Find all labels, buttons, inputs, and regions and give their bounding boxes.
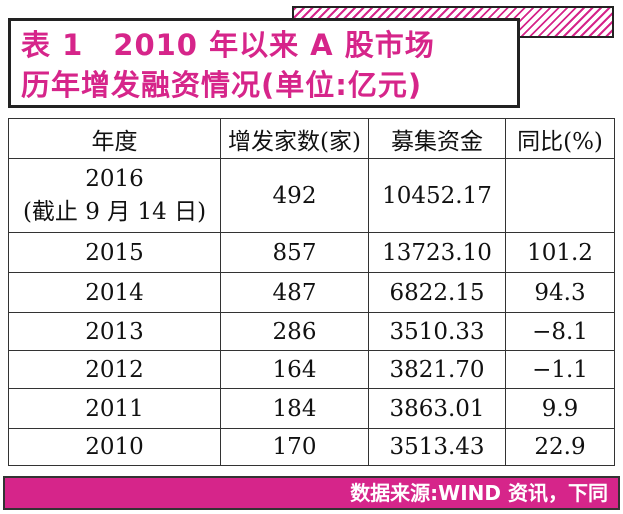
cell-text: 286 (272, 318, 317, 345)
cell-text: 3510.33 (389, 318, 485, 345)
table-cell: 492 (221, 159, 369, 233)
title-line: 历年增发融资情况(单位:亿元) (21, 68, 423, 102)
table-cell: 94.3 (506, 273, 615, 313)
cell-text: 170 (272, 434, 317, 460)
table-cell: 184 (221, 389, 369, 429)
cell-text: 6822.15 (389, 279, 485, 306)
table-cell: 13723.10 (369, 233, 506, 273)
title-line: 表 1 2010 年以来 A 股市场 (21, 28, 435, 62)
table-cell: 170 (221, 429, 369, 466)
table-cell: 10452.17 (369, 159, 506, 233)
cell-text: 2013 (85, 318, 144, 345)
cell-text: 2015 (85, 239, 144, 266)
cell-text: 94.3 (534, 279, 586, 306)
table-cell: 101.2 (506, 233, 615, 273)
cell-text: 184 (272, 395, 317, 422)
cell-text: 101.2 (527, 239, 593, 266)
table-cell: 6822.15 (369, 273, 506, 313)
column-header: 增发家数(家) (228, 128, 361, 155)
table-cell: 2014 (9, 273, 221, 313)
table-cell: 年度 (9, 119, 221, 159)
cell-text: 10452.17 (382, 182, 492, 209)
table-cell: 3510.33 (369, 313, 506, 351)
cell-text: 9.9 (541, 395, 579, 422)
table-cell: −1.1 (506, 351, 615, 389)
cell-text: 2011 (85, 395, 144, 422)
table-cell: 3821.70 (369, 351, 506, 389)
title-box: 表 1 2010 年以来 A 股市场 历年增发融资情况(单位:亿元) (8, 18, 520, 108)
cell-text: 3513.43 (389, 434, 485, 460)
column-header: 同比(%) (517, 128, 603, 155)
table-cell: 9.9 (506, 389, 615, 429)
cell-text: 3863.01 (389, 395, 485, 422)
column-header: 募集资金 (391, 128, 483, 155)
cell-text: 22.9 (534, 434, 586, 460)
cell-text: 3821.70 (389, 356, 485, 383)
table-cell: 487 (221, 273, 369, 313)
cell-text: 2010 (85, 434, 144, 460)
cell-text: −1.1 (532, 356, 588, 383)
table-cell: 募集资金 (369, 119, 506, 159)
source: 数据来源:WIND 资讯，下同 (3, 476, 620, 510)
table-cell: −8.1 (506, 313, 615, 351)
cell-text: 164 (272, 356, 317, 383)
table-cell: 3863.01 (369, 389, 506, 429)
table-cell: 同比(%) (506, 119, 615, 159)
table-cell: 2010 (9, 429, 221, 466)
table-cell: 22.9 (506, 429, 615, 466)
table-cell: 2013 (9, 313, 221, 351)
table-cell: 286 (221, 313, 369, 351)
cell-text: 492 (272, 182, 317, 209)
table-cell: 2012 (9, 351, 221, 389)
cell-text: −8.1 (532, 318, 588, 345)
table-cell: 3513.43 (369, 429, 506, 466)
cell-text: 2016 (85, 165, 144, 192)
cell-text: 2014 (85, 279, 144, 306)
table-cell: 2016 (截止 9 月 14 日) (9, 159, 221, 233)
table-cell: 164 (221, 351, 369, 389)
table-cell (506, 159, 615, 233)
column-header: 年度 (91, 128, 138, 155)
table: 年度 增发家数(家) 募集资金 同比(%) 2016 (截止 9 月 14 日) 492 10… (8, 118, 615, 466)
cell-text: 13723.10 (382, 239, 492, 266)
cell-text: 487 (272, 279, 317, 306)
table-cell: 2011 (9, 389, 221, 429)
cell-text: 857 (272, 239, 317, 266)
cell-note: (截止 9 月 14 日) (22, 198, 207, 225)
cell-text: 2012 (85, 356, 144, 383)
table-cell: 增发家数(家) (221, 119, 369, 159)
table-cell: 2015 (9, 233, 221, 273)
table-cell: 857 (221, 233, 369, 273)
